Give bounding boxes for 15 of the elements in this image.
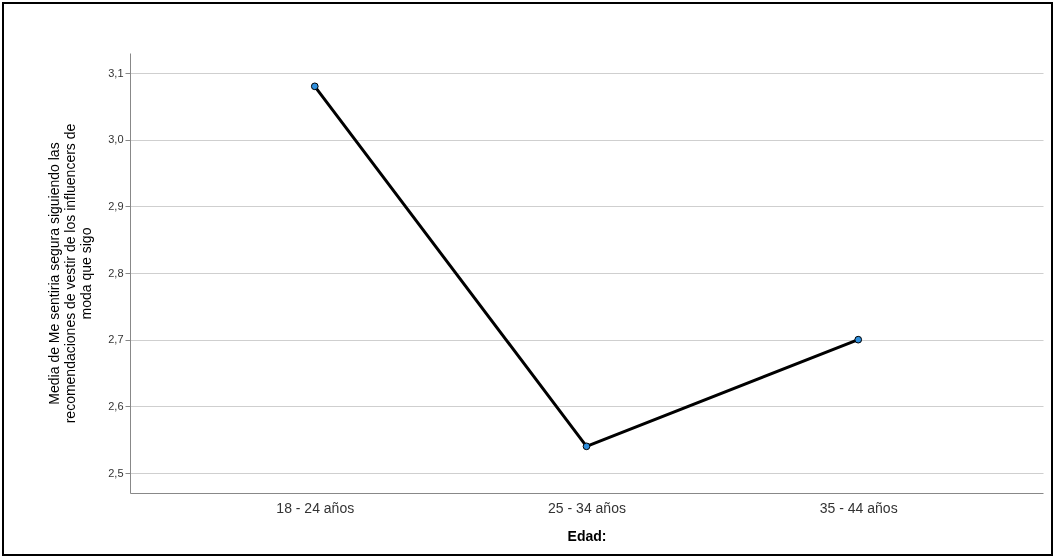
y-axis-title: Media de Me sentiria segura siguiendo las recomendaciones de vestir de los influencers de moda que sigo <box>46 123 95 424</box>
x-axis-title: Edad: <box>567 527 607 544</box>
point <box>854 335 863 344</box>
x-tick-label: 25 - 34 años <box>548 499 626 516</box>
y-tick-label: 2,7 <box>108 333 124 346</box>
y-tick-label: 3,1 <box>108 66 124 79</box>
y-tick-label: 3,0 <box>108 133 124 146</box>
y-tick-label: 2,9 <box>108 199 124 212</box>
y-tick-label: 2,5 <box>108 466 124 479</box>
x-tick-label: 35 - 44 años <box>819 499 898 516</box>
point <box>310 82 319 91</box>
point <box>582 442 591 451</box>
x-tick-label: 18 - 24 años <box>276 499 355 516</box>
y-tick-label: 2,6 <box>108 399 124 412</box>
y-tick-label: 2,8 <box>108 266 124 279</box>
